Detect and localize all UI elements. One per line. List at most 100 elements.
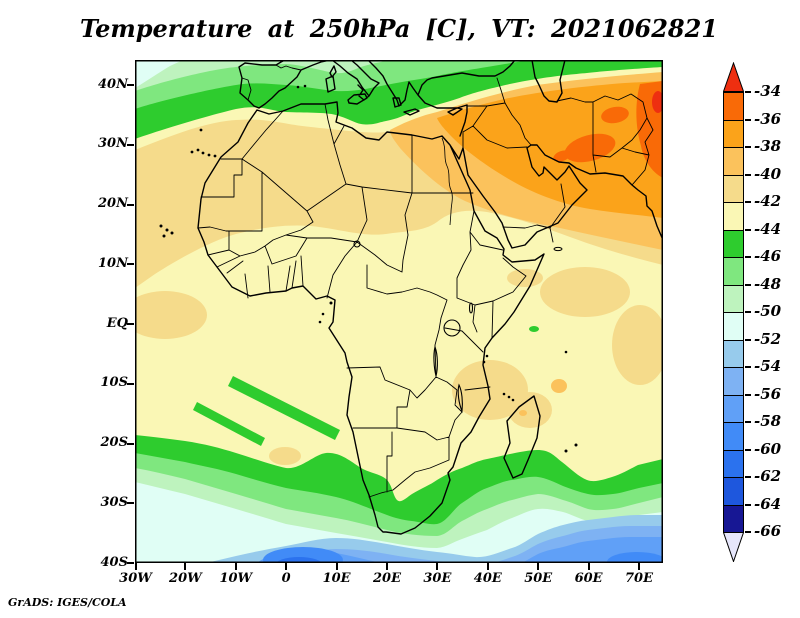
- colorbar-label: -52: [754, 329, 782, 348]
- colorbar-segment: [723, 257, 744, 286]
- lat-axis-label: EQ: [106, 315, 128, 331]
- colorbar-triangle: [723, 62, 744, 92]
- lon-axis-tick: [234, 563, 237, 570]
- field-ne-red-patches: [553, 81, 663, 178]
- colorbar-triangle: [723, 532, 744, 562]
- lon-axis-label: 0: [281, 571, 291, 586]
- colorbar-legend: -34 -36 -38 -40 -42 -44 -46 -48 -50 -52 -54 -56 -58 -…: [723, 62, 800, 562]
- island-dots: [159, 84, 578, 453]
- colorbar-tick: [745, 421, 751, 423]
- field-green-speck: [529, 326, 539, 332]
- colorbar-label: -54: [754, 357, 782, 375]
- colorbar-label: -58: [754, 412, 782, 430]
- lon-axis-label: 60E: [574, 571, 603, 586]
- lon-axis-label: 30E: [423, 571, 452, 586]
- lat-axis-label: 40S: [100, 554, 128, 570]
- lon-axis-tick: [638, 563, 640, 570]
- field-north-lightgreen: [135, 60, 530, 109]
- colorbar-segment: [723, 202, 744, 231]
- colorbar-label: -50: [754, 302, 782, 320]
- lon-axis-tick: [285, 563, 288, 570]
- lon-axis-label: 40E: [473, 571, 502, 586]
- colorbar-tick: [745, 476, 751, 478]
- lat-axis-tick: [127, 84, 134, 86]
- colorbar-tick: [745, 146, 751, 148]
- lon-axis-label: 50E: [524, 571, 553, 586]
- map-plot-area: [123, 59, 668, 590]
- lon-axis-tick: [587, 563, 590, 570]
- lat-axis-label: 30N: [98, 136, 128, 152]
- lat-axis-tick: [127, 502, 134, 505]
- grads-footer: GrADS: IGES/COLA: [8, 596, 127, 609]
- colorbar-label: -60: [754, 439, 782, 458]
- lon-axis-label: 70E: [625, 571, 653, 586]
- colorbar-segment: [723, 449, 744, 478]
- map-frame: [135, 60, 663, 563]
- field-tropical-tan-patches: [123, 267, 668, 465]
- colorbar-tick: [745, 311, 751, 313]
- colorbar-label: -48: [754, 274, 782, 293]
- colorbar-segment: [723, 394, 744, 423]
- colorbar-tick: [745, 118, 751, 121]
- lat-axis-tick: [127, 203, 134, 206]
- colorbar-tick: [745, 503, 751, 506]
- lon-axis-label: 20E: [373, 571, 401, 586]
- colorbar-label: -64: [754, 494, 782, 513]
- lat-axis-tick: [127, 323, 134, 326]
- lon-axis-tick: [184, 563, 187, 570]
- colorbar-tick: [745, 338, 751, 341]
- lat-axis-tick: [127, 263, 134, 266]
- colorbar-tick: [745, 283, 751, 286]
- colorbar-label: -36: [754, 109, 782, 128]
- colorbar-label: -34: [754, 82, 782, 100]
- colorbar-segment: [723, 339, 744, 368]
- lakes: [353, 240, 474, 414]
- colorbar-label: -42: [754, 192, 782, 210]
- colorbar-label: -66: [754, 522, 782, 540]
- lat-axis-tick: [127, 382, 134, 385]
- colorbar-tick: [745, 448, 751, 451]
- lon-axis-tick: [335, 563, 338, 570]
- colorbar-tick: [745, 531, 751, 533]
- lat-axis-tick: [127, 442, 134, 445]
- colorbar-tick: [745, 228, 751, 231]
- lat-axis-label: 20N: [98, 196, 128, 212]
- colorbar-segment: [723, 312, 744, 341]
- lon-axis-label: 20W: [169, 571, 202, 586]
- nile-river: [441, 137, 453, 226]
- coastlines: [197, 59, 664, 535]
- colorbar-label: -44: [754, 219, 782, 238]
- colorbar-segment: [723, 229, 744, 258]
- lat-axis-label: 30S: [100, 494, 128, 510]
- country-borders: [197, 64, 654, 498]
- colorbar-segment: [723, 504, 744, 533]
- lat-axis-label: 10N: [98, 255, 128, 271]
- field-north-palegreen: [135, 60, 405, 91]
- lat-axis-label: 10S: [100, 375, 128, 391]
- colorbar-tick: [745, 173, 751, 176]
- colorbar-label: -62: [754, 467, 782, 485]
- colorbar-label: -40: [754, 164, 782, 183]
- lon-axis-tick: [134, 563, 137, 570]
- lon-axis-tick: [436, 563, 439, 570]
- temperature-contour-map: [123, 59, 668, 590]
- colorbar-segment: [723, 119, 744, 148]
- field-tropical-orange-spots: [519, 379, 567, 416]
- colorbar-segment: [723, 367, 744, 396]
- colorbar-segment: [723, 174, 744, 203]
- lon-axis-label: 10W: [219, 571, 253, 586]
- colorbar-tick: [745, 201, 751, 203]
- lon-axis-label: 10E: [322, 571, 351, 586]
- colorbar-label: -46: [754, 247, 782, 265]
- colorbar-segment: [723, 92, 744, 121]
- lat-axis-tick: [127, 143, 134, 146]
- colorbar-tick: [745, 91, 751, 93]
- colorbar-label: -38: [754, 137, 782, 155]
- colorbar-tick: [745, 393, 751, 396]
- field-ne-hot-core: [652, 91, 664, 113]
- colorbar-segment: [723, 422, 744, 451]
- lat-axis-label: 40N: [98, 76, 128, 92]
- lat-axis-label: 20S: [100, 435, 128, 451]
- colorbar-tick: [745, 366, 751, 368]
- colorbar-label: -56: [754, 384, 782, 403]
